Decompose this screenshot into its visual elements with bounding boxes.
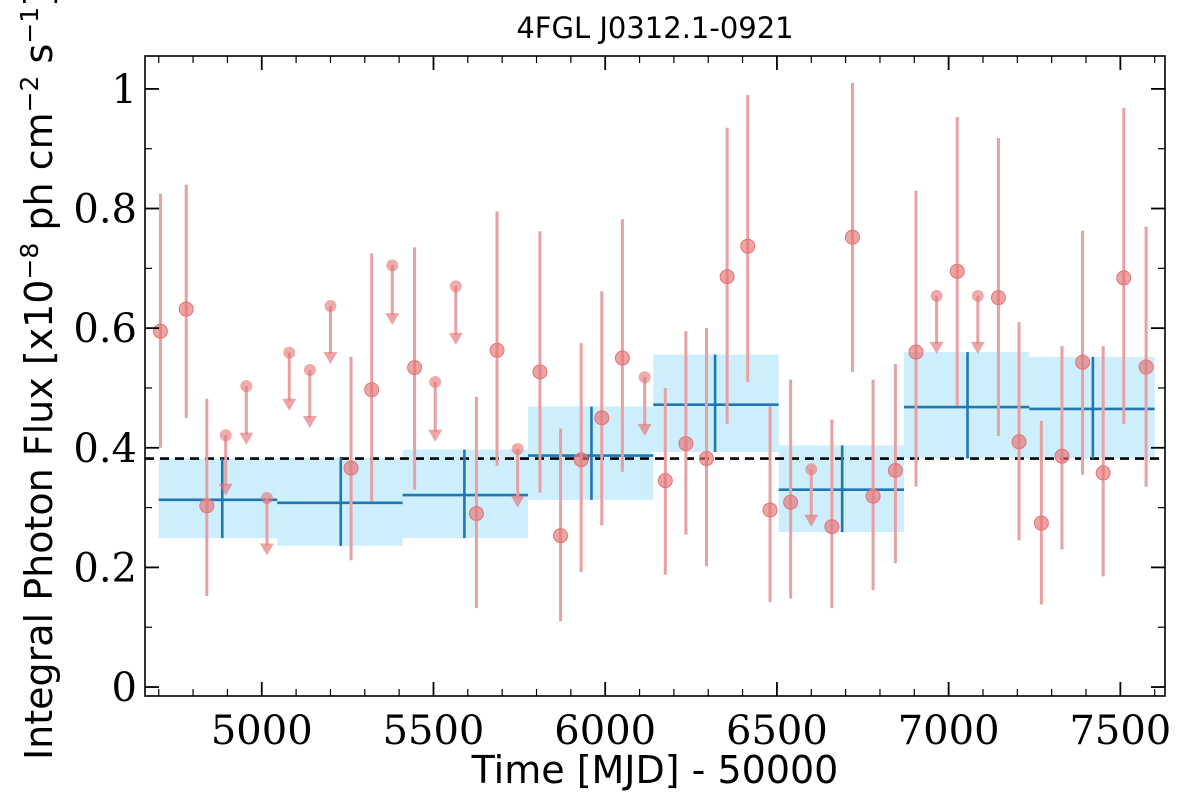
x-axis-label: Time [MJD] - 50000 bbox=[471, 748, 839, 792]
upper-limit-arrow bbox=[428, 429, 443, 442]
upper-limit-marker bbox=[429, 375, 442, 388]
data-point bbox=[553, 528, 569, 544]
upper-limit-marker bbox=[971, 289, 984, 302]
upper-limit-arrow bbox=[302, 416, 317, 429]
data-point bbox=[949, 263, 965, 279]
y-tick-label: 0 bbox=[112, 665, 137, 711]
x-tick-label: 7000 bbox=[898, 708, 1000, 754]
data-point bbox=[532, 364, 548, 380]
upper-limit-marker bbox=[930, 289, 943, 302]
data-point bbox=[1095, 465, 1111, 481]
data-point bbox=[407, 360, 423, 376]
data-point bbox=[594, 410, 610, 426]
y-tick-label: 1 bbox=[112, 67, 137, 113]
data-point bbox=[699, 451, 715, 467]
upper-limit-marker bbox=[511, 442, 524, 455]
upper-limit-arrow bbox=[259, 543, 274, 556]
data-point bbox=[990, 290, 1006, 306]
upper-limit-arrow bbox=[323, 352, 338, 365]
upper-limit-arrow bbox=[282, 398, 297, 411]
x-tick-label: 5000 bbox=[211, 708, 313, 754]
data-point bbox=[887, 463, 903, 479]
upper-limit-arrow bbox=[804, 514, 819, 527]
data-point bbox=[1011, 434, 1027, 450]
data-point bbox=[740, 238, 756, 254]
upper-limit-arrow bbox=[218, 483, 233, 496]
plot-frame bbox=[144, 55, 1166, 697]
y-tick-label: 0.4 bbox=[73, 426, 137, 472]
data-point bbox=[1075, 354, 1091, 370]
data-point bbox=[719, 269, 735, 285]
y-tick-label: 0.8 bbox=[73, 187, 137, 233]
data-point bbox=[468, 506, 484, 522]
upper-limit-marker bbox=[260, 492, 273, 505]
upper-limit-arrow bbox=[929, 341, 944, 354]
x-tick-label: 6500 bbox=[726, 708, 828, 754]
data-point bbox=[824, 519, 840, 535]
y-axis-label: Integral Photon Flux [x10−8 ph cm−2 s−1] bbox=[15, 0, 61, 760]
upper-limit-marker bbox=[219, 429, 232, 442]
data-point bbox=[178, 301, 194, 317]
data-point bbox=[199, 498, 215, 514]
data-point bbox=[1054, 448, 1070, 464]
data-point bbox=[573, 452, 589, 468]
data-point bbox=[152, 323, 168, 339]
plot-area bbox=[145, 82, 1165, 622]
upper-limit-arrow bbox=[385, 313, 400, 326]
axis-ticks: 5000 5500 6000 6500 7000 7500 0 0.2 0.4 0.6 0.8 1 bbox=[73, 56, 1171, 754]
data-point bbox=[614, 350, 630, 366]
y-tick-label: 0.2 bbox=[73, 545, 137, 591]
data-point bbox=[343, 460, 359, 476]
data-point bbox=[783, 494, 799, 510]
upper-limit-marker bbox=[449, 280, 462, 293]
upper-limit-arrow bbox=[970, 341, 985, 354]
upper-limit-arrow bbox=[637, 423, 652, 436]
upper-limit-marker bbox=[805, 463, 818, 476]
upper-limit-marker bbox=[303, 364, 316, 377]
upper-limit-arrow bbox=[510, 495, 525, 508]
upper-limit-arrow bbox=[448, 332, 463, 345]
upper-limit-marker bbox=[638, 371, 651, 384]
data-point bbox=[908, 344, 924, 360]
data-point bbox=[657, 473, 673, 489]
data-point bbox=[364, 382, 380, 398]
y-tick-label: 0.6 bbox=[73, 306, 137, 352]
data-point bbox=[844, 229, 860, 245]
x-tick-label: 6000 bbox=[554, 708, 656, 754]
upper-limit-arrow bbox=[239, 432, 254, 445]
upper-limit-marker bbox=[386, 259, 399, 272]
data-point bbox=[1138, 359, 1154, 375]
upper-limit-marker bbox=[324, 300, 337, 313]
data-point bbox=[1116, 270, 1132, 286]
data-point bbox=[1033, 515, 1049, 531]
bin-band bbox=[158, 458, 278, 539]
data-point bbox=[678, 436, 694, 452]
upper-limit-marker bbox=[240, 380, 253, 393]
data-point bbox=[489, 342, 505, 358]
chart-title: 4FGL J0312.1-0921 bbox=[516, 11, 793, 45]
data-point bbox=[865, 488, 881, 504]
x-tick-label: 7500 bbox=[1069, 708, 1171, 754]
x-tick-label: 5500 bbox=[383, 708, 485, 754]
upper-limit-marker bbox=[283, 346, 296, 359]
data-point bbox=[762, 502, 778, 518]
